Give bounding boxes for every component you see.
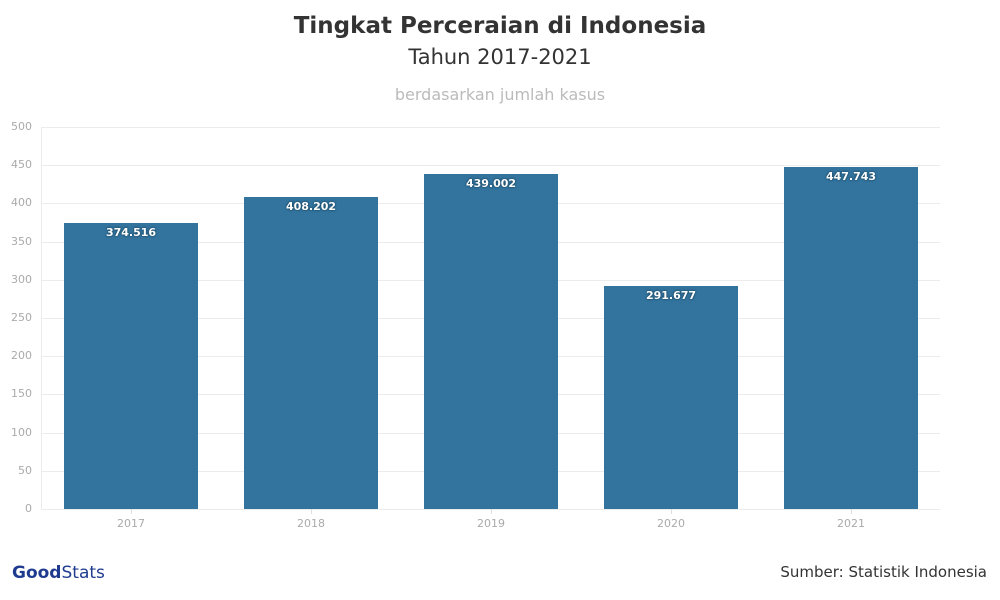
bar-2020 bbox=[604, 286, 738, 509]
x-tick-mark bbox=[131, 509, 132, 514]
y-tick-label: 150 bbox=[11, 387, 32, 401]
x-tick-mark bbox=[851, 509, 852, 514]
x-tick-label: 2019 bbox=[477, 517, 505, 530]
bar-value-label: 408.202 bbox=[285, 200, 337, 214]
chart-subtitle: Tahun 2017-2021 bbox=[408, 45, 592, 69]
x-tick-mark bbox=[671, 509, 672, 514]
x-tick-mark bbox=[491, 509, 492, 514]
y-tick-label: 500 bbox=[11, 120, 32, 133]
bar-value-label: 374.516 bbox=[105, 225, 157, 239]
source-note: Sumber: Statistik Indonesia bbox=[780, 563, 987, 581]
chart-title: Tingkat Perceraian di Indonesia bbox=[293, 13, 707, 39]
y-tick-label: 100 bbox=[11, 425, 32, 439]
bar-value-label: 439.002 bbox=[465, 176, 517, 190]
y-tick-label: 300 bbox=[11, 272, 32, 286]
x-tick-label: 2017 bbox=[117, 517, 145, 530]
bar-value-label: 291.677 bbox=[645, 289, 697, 303]
gridline bbox=[41, 127, 940, 128]
bar-value-label: 447.743 bbox=[825, 169, 877, 183]
x-tick-label: 2018 bbox=[297, 517, 325, 530]
bar-2021 bbox=[784, 166, 918, 509]
bar-2019 bbox=[424, 173, 558, 509]
x-tick-label: 2021 bbox=[837, 517, 865, 530]
y-tick-label: 0 bbox=[25, 502, 32, 515]
y-tick-label: 400 bbox=[11, 196, 32, 210]
y-tick-label: 450 bbox=[11, 158, 32, 172]
y-tick-label: 350 bbox=[11, 234, 32, 248]
y-tick-label: 200 bbox=[11, 349, 32, 363]
bar-2017 bbox=[64, 222, 198, 509]
y-tick-label: 250 bbox=[11, 311, 32, 324]
gridline bbox=[41, 509, 940, 510]
bar-2018 bbox=[244, 197, 378, 509]
chart-caption: berdasarkan jumlah kasus bbox=[394, 85, 606, 104]
x-tick-label: 2020 bbox=[657, 517, 685, 530]
x-tick-mark bbox=[311, 509, 312, 514]
y-tick-label: 50 bbox=[18, 463, 32, 477]
gridline bbox=[41, 165, 940, 167]
goodstats-logo: GoodStats bbox=[12, 563, 105, 583]
